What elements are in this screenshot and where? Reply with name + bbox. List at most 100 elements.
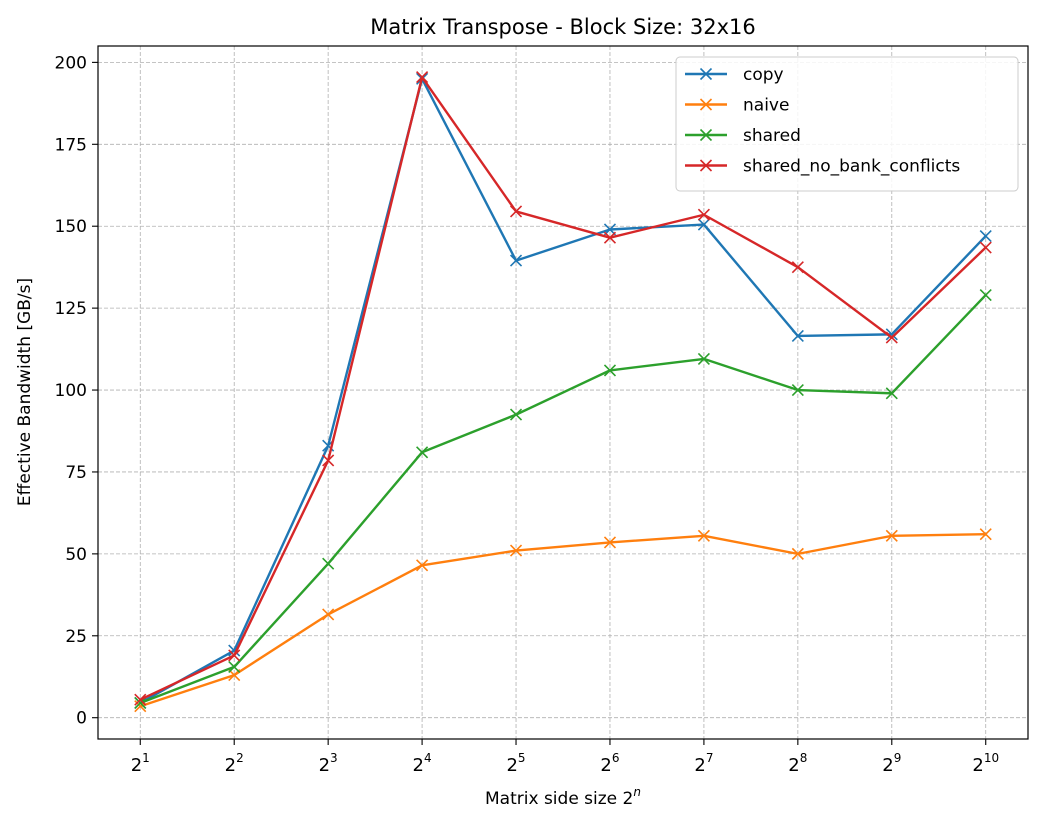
data-point	[416, 559, 429, 572]
x-tick-base: 2	[882, 755, 893, 776]
marker-stroke	[228, 649, 241, 662]
data-point	[509, 205, 523, 218]
marker-stroke	[322, 608, 335, 621]
marker-stroke	[416, 559, 429, 572]
series-line	[139, 75, 987, 701]
x-tick-base: 2	[788, 755, 799, 776]
marker-stroke	[885, 529, 898, 542]
marker-stroke	[134, 693, 147, 706]
data-point	[697, 529, 710, 542]
x-tick-label: 23	[319, 751, 338, 776]
y-tick-label: 75	[65, 463, 87, 483]
y-tick-label: 50	[65, 545, 87, 565]
marker-stroke	[509, 408, 523, 421]
data-point	[979, 241, 992, 254]
data-point	[509, 408, 523, 421]
legend-marker	[699, 159, 713, 172]
x-tick-base: 2	[131, 755, 142, 776]
series-shared	[134, 288, 992, 710]
data-point	[228, 649, 241, 662]
data-point	[416, 71, 429, 84]
data-point	[509, 254, 523, 267]
x-tick-label: 24	[413, 751, 432, 776]
data-point	[979, 229, 992, 243]
marker-stroke	[416, 446, 429, 459]
data-point	[603, 364, 617, 377]
data-point	[603, 231, 617, 244]
marker-stroke	[885, 328, 898, 341]
data-point	[791, 547, 804, 560]
data-point	[979, 288, 992, 302]
x-tick-base: 2	[506, 755, 517, 776]
x-tick-base: 2	[225, 755, 236, 776]
legend-label: shared_no_bank_conflicts	[743, 157, 960, 177]
marker-stroke	[699, 159, 713, 172]
marker-stroke	[697, 529, 710, 542]
legend-marker	[699, 98, 713, 111]
x-tick-exponent: 6	[612, 751, 620, 765]
marker-stroke	[979, 288, 992, 302]
x-tick-base: 2	[413, 755, 424, 776]
legend-label: naive	[743, 96, 789, 116]
legend: copy naive shared shared_no_bank_conflicts	[675, 56, 1019, 192]
marker-stroke	[885, 331, 898, 344]
y-tick-label: 25	[65, 627, 87, 647]
data-point	[416, 446, 429, 459]
x-tick-label: 21	[131, 751, 150, 776]
x-axis-label-superscript: n	[633, 785, 641, 799]
marker-stroke	[979, 241, 992, 254]
series-line	[139, 533, 986, 708]
chart-title: Matrix Transpose - Block Size: 32x16	[370, 15, 755, 39]
data-point	[134, 696, 147, 710]
legend-marker	[699, 67, 713, 81]
x-tick-exponent: 2	[236, 751, 244, 765]
marker-stroke	[603, 364, 617, 377]
marker-stroke	[322, 454, 335, 467]
x-tick-exponent: 7	[706, 751, 714, 765]
y-axis-label: Effective Bandwidth [GB/s]	[15, 278, 35, 506]
legend-marker	[699, 128, 713, 142]
data-point	[885, 331, 898, 344]
marker-stroke	[509, 544, 523, 557]
marker-stroke	[699, 128, 713, 142]
x-tick-exponent: 9	[894, 751, 902, 765]
x-tick-label: 26	[600, 751, 619, 776]
y-tick-label: 100	[55, 381, 87, 401]
x-tick-label: 210	[972, 751, 999, 776]
data-point	[322, 454, 335, 467]
marker-stroke	[603, 536, 617, 549]
x-tick-label: 29	[882, 751, 901, 776]
marker-stroke	[699, 67, 713, 81]
data-point	[228, 660, 241, 673]
x-tick-base: 2	[319, 755, 330, 776]
marker-stroke	[697, 218, 710, 231]
marker-stroke	[791, 329, 804, 343]
x-axis-label: Matrix side size 2n	[485, 785, 641, 809]
marker-stroke	[979, 229, 992, 243]
series-line	[139, 77, 987, 705]
legend-item: shared_no_bank_conflicts	[685, 157, 960, 177]
series-shared_no_bank_conflicts	[134, 71, 992, 706]
data-point	[697, 208, 710, 221]
y-tick-label: 200	[55, 53, 87, 73]
x-tick-label: 25	[506, 751, 525, 776]
data-point	[322, 557, 335, 570]
legend-item: shared	[685, 126, 801, 146]
x-axis-label-text: Matrix side size 2	[485, 789, 633, 809]
legend-item: naive	[685, 96, 789, 116]
marker-stroke	[791, 383, 804, 397]
x-tick-exponent: 3	[330, 751, 338, 765]
x-tick-base: 2	[694, 755, 705, 776]
data-point	[603, 536, 617, 549]
data-point	[697, 218, 710, 231]
y-tick-label: 150	[55, 217, 87, 237]
y-tick-label: 0	[76, 709, 87, 729]
data-point	[885, 529, 898, 542]
x-tick-base: 2	[600, 755, 611, 776]
marker-stroke	[885, 387, 898, 400]
marker-stroke	[509, 254, 523, 267]
marker-stroke	[603, 231, 617, 244]
x-tick-base: 2	[972, 755, 983, 776]
marker-stroke	[322, 557, 335, 570]
